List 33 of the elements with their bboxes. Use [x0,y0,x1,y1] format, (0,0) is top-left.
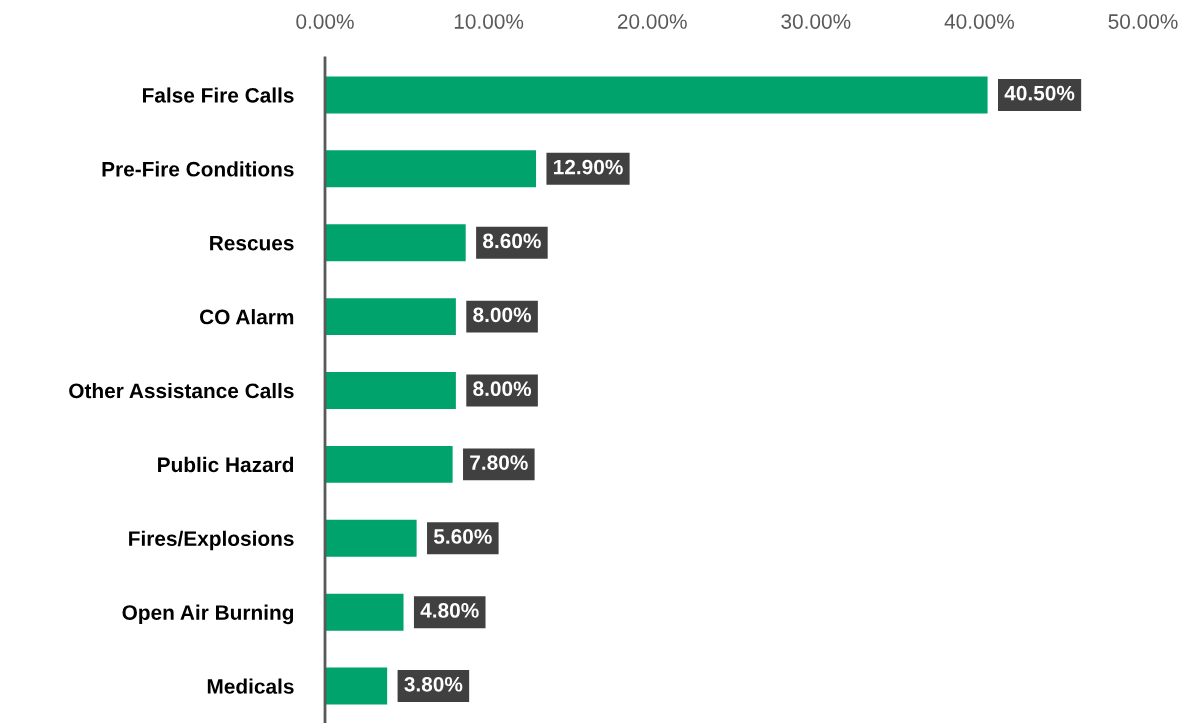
data-label: 4.80% [420,603,479,618]
x-tick-label: 30.00% [781,14,851,29]
data-label: 8.60% [483,233,541,249]
x-tick-label: 10.00% [454,14,524,29]
bar [325,519,417,557]
y-tick-label: Public Hazard [158,456,294,473]
bar [325,76,988,114]
data-label: 40.50% [1004,85,1075,101]
bar [325,593,404,631]
y-tick-label: CO Alarm [199,309,294,325]
y-tick-label: Pre-Fire Conditions [102,161,294,177]
x-tick-label: 50.00% [1108,14,1178,29]
y-tick-label: Fires/Explosions [129,530,294,551]
y-tick-label: Medicals [207,678,294,694]
bar [325,224,466,262]
x-tick-label: 0.00% [296,14,354,29]
bar [325,667,388,705]
data-label: 8.00% [473,307,532,323]
data-label: 7.80% [470,455,528,470]
bar [325,372,456,409]
y-tick-label: Other Assistance Calls [69,382,294,399]
y-tick-label: False Fire Calls [143,87,294,103]
x-tick-label: 40.00% [944,14,1014,29]
bar [325,150,537,188]
x-tick-label: 20.00% [617,14,687,29]
data-label: 3.80% [404,676,463,692]
y-tick-label: Open Air Burning [122,604,294,625]
data-label: 5.60% [433,529,492,544]
bar [325,445,453,483]
data-label: 8.00% [473,381,532,397]
y-tick-label: Rescues [210,235,294,251]
bar [325,298,456,336]
data-label: 12.90% [554,159,623,175]
